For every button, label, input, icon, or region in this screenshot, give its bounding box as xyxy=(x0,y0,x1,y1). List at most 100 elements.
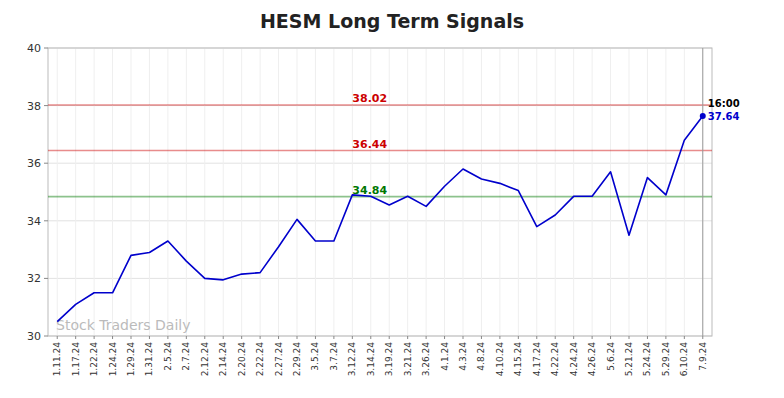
x-grid-line xyxy=(167,48,168,336)
x-tick xyxy=(204,336,205,339)
x-grid-line xyxy=(223,48,224,336)
x-tick xyxy=(352,336,353,339)
x-tick-label: 1.22.24 xyxy=(89,342,99,377)
x-tick-label: 3.26.24 xyxy=(421,342,431,377)
x-axis: 1.11.241.17.241.22.241.24.241.29.241.31.… xyxy=(52,336,708,376)
x-tick-label: 6.10.24 xyxy=(679,342,689,377)
x-grid-line xyxy=(499,48,500,336)
y-tick xyxy=(44,105,48,106)
reference-label: 38.02 xyxy=(352,92,387,105)
x-tick-label: 2.27.24 xyxy=(274,342,284,377)
x-tick xyxy=(536,336,537,339)
x-tick-label: 3.7.24 xyxy=(329,342,339,371)
chart: HESM Long Term Signals3032343638401.11.2… xyxy=(0,0,784,398)
plot-frame xyxy=(48,48,712,336)
x-tick xyxy=(518,336,519,339)
x-tick-label: 1.24.24 xyxy=(108,342,118,377)
last-value-label: 37.64 xyxy=(708,111,740,122)
x-tick-label: 5.21.24 xyxy=(624,342,634,377)
x-tick-label: 3.12.24 xyxy=(347,342,357,377)
x-tick xyxy=(684,336,685,339)
y-tick-label: 36 xyxy=(27,157,41,170)
x-grid-line xyxy=(555,48,556,336)
x-tick xyxy=(112,336,113,339)
x-tick xyxy=(444,336,445,339)
x-tick-label: 4.8.24 xyxy=(476,342,486,371)
x-tick-label: 4.3.24 xyxy=(458,342,468,371)
price-line xyxy=(57,116,703,322)
x-tick-label: 4.15.24 xyxy=(513,342,523,377)
watermark: Stock Traders Daily xyxy=(56,317,190,333)
x-grid-line xyxy=(684,48,685,336)
x-tick-label: 3.21.24 xyxy=(403,342,413,377)
x-tick-label: 4.26.24 xyxy=(587,342,597,377)
last-point-line xyxy=(702,48,703,336)
x-tick-label: 2.5.24 xyxy=(163,342,173,371)
x-grid-line xyxy=(610,48,611,336)
x-grid-line xyxy=(57,48,58,336)
plot-area xyxy=(48,48,712,336)
x-grid-line xyxy=(131,48,132,336)
y-tick-label: 34 xyxy=(27,215,41,228)
x-grid-line xyxy=(536,48,537,336)
x-grid-line xyxy=(389,48,390,336)
x-tick xyxy=(481,336,482,339)
x-grid-line xyxy=(315,48,316,336)
x-grid-line xyxy=(481,48,482,336)
last-point xyxy=(700,113,706,119)
x-tick-label: 4.24.24 xyxy=(569,342,579,377)
y-grid-line xyxy=(48,105,712,106)
x-tick xyxy=(610,336,611,339)
x-tick-label: 5.6.24 xyxy=(606,342,616,371)
x-tick xyxy=(260,336,261,339)
x-tick-label: 7.9.24 xyxy=(698,342,708,371)
x-tick xyxy=(665,336,666,339)
y-tick xyxy=(44,220,48,221)
x-tick xyxy=(592,336,593,339)
x-grid-line xyxy=(573,48,574,336)
x-tick-label: 4.10.24 xyxy=(495,342,505,377)
x-tick xyxy=(499,336,500,339)
x-tick xyxy=(57,336,58,339)
x-tick-label: 2.7.24 xyxy=(181,342,191,371)
x-tick-label: 1.11.24 xyxy=(52,342,62,377)
y-grid-line xyxy=(48,278,712,279)
x-grid-line xyxy=(278,48,279,336)
x-tick xyxy=(297,336,298,339)
y-grid-line xyxy=(48,220,712,221)
x-grid-line xyxy=(647,48,648,336)
x-tick-label: 2.12.24 xyxy=(200,342,210,377)
x-tick xyxy=(629,336,630,339)
y-tick-label: 38 xyxy=(27,100,41,113)
x-tick-label: 2.20.24 xyxy=(237,342,247,377)
x-grid-line xyxy=(629,48,630,336)
x-tick xyxy=(278,336,279,339)
x-tick xyxy=(94,336,95,339)
x-tick xyxy=(463,336,464,339)
x-grid-line xyxy=(463,48,464,336)
x-tick xyxy=(573,336,574,339)
x-tick xyxy=(407,336,408,339)
x-grid-line xyxy=(426,48,427,336)
reference-label: 34.84 xyxy=(352,184,387,197)
x-tick xyxy=(131,336,132,339)
x-tick xyxy=(223,336,224,339)
last-time-label: 16:00 xyxy=(708,98,740,109)
x-tick-label: 3.19.24 xyxy=(384,342,394,377)
x-tick xyxy=(426,336,427,339)
grid xyxy=(48,48,712,336)
y-tick-label: 40 xyxy=(27,42,41,55)
x-tick-label: 1.29.24 xyxy=(126,342,136,377)
x-grid-line xyxy=(204,48,205,336)
x-tick xyxy=(702,336,703,339)
x-tick xyxy=(186,336,187,339)
x-tick-label: 5.24.24 xyxy=(642,342,652,377)
x-tick-label: 3.5.24 xyxy=(310,342,320,371)
x-tick xyxy=(149,336,150,339)
x-tick-label: 3.14.24 xyxy=(366,342,376,377)
x-tick-label: 2.14.24 xyxy=(218,342,228,377)
x-tick-label: 1.17.24 xyxy=(71,342,81,377)
x-grid-line xyxy=(702,48,703,336)
y-tick xyxy=(44,336,48,337)
y-tick-label: 30 xyxy=(27,330,41,343)
